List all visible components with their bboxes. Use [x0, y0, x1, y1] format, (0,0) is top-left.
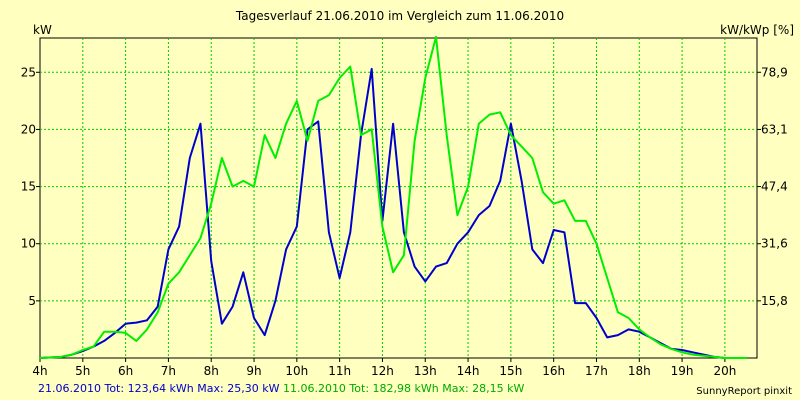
left-axis-unit: kW [33, 23, 52, 37]
x-tick-label: 10h [285, 364, 308, 378]
x-tick-label: 8h [204, 364, 219, 378]
y-tick-label: 25 [21, 65, 36, 79]
x-tick-label: 20h [713, 364, 736, 378]
x-tick-label: 4h [32, 364, 47, 378]
right-axis-unit: kW/kWp [%] [720, 23, 794, 37]
x-tick-label: 17h [585, 364, 608, 378]
x-tick-label: 6h [118, 364, 133, 378]
y-tick-label: 15 [21, 180, 36, 194]
y-tick-label: 20 [21, 122, 36, 136]
y-right-tick-label: 63,1 [761, 122, 788, 136]
chart-title: Tagesverlauf 21.06.2010 im Vergleich zum… [235, 9, 565, 23]
x-tick-label: 9h [246, 364, 261, 378]
series-line-1 [39, 67, 748, 359]
x-tick-label: 16h [542, 364, 565, 378]
x-tick-label: 11h [328, 364, 351, 378]
y-right-tick-label: 78,9 [761, 65, 788, 79]
x-tick-label: 7h [161, 364, 176, 378]
series2-summary: 11.06.2010 Tot: 182,98 kWh Max: 28,15 kW [282, 382, 525, 395]
y-tick-label: 10 [21, 237, 36, 251]
series-summary: 21.06.2010 Tot: 123,64 kWh Max: 25,30 kW… [38, 382, 524, 395]
x-tick-label: 14h [457, 364, 480, 378]
x-tick-label: 18h [628, 364, 651, 378]
x-tick-label: 5h [75, 364, 90, 378]
plot-frame [39, 37, 758, 359]
x-tick-label: 19h [671, 364, 694, 378]
credit-text: SunnyReport pinxit [696, 386, 792, 397]
y-right-tick-label: 47,4 [761, 180, 788, 194]
x-tick-label: 12h [371, 364, 394, 378]
y-right-tick-label: 15,8 [761, 294, 788, 308]
y-tick-label: 5 [28, 294, 36, 308]
x-tick-label: 15h [499, 364, 522, 378]
series-line-2 [39, 35, 748, 359]
y-right-tick-label: 31,6 [761, 237, 788, 251]
x-tick-label: 13h [414, 364, 437, 378]
series1-summary: 21.06.2010 Tot: 123,64 kWh Max: 25,30 kW [38, 382, 280, 395]
